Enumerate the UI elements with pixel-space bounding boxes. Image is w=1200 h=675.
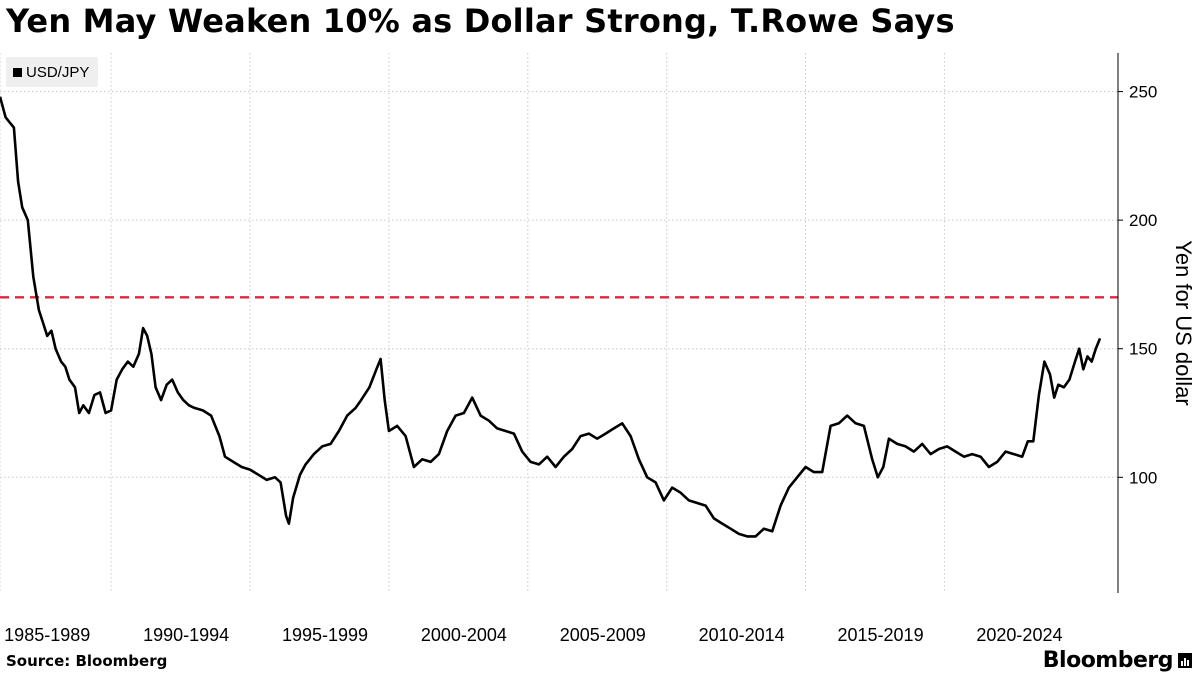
x-tick-label: 1995-1999	[282, 625, 368, 645]
legend-label: USD/JPY	[26, 63, 90, 81]
y-tick-label: 150	[1129, 340, 1157, 359]
x-tick-label: 2010-2014	[699, 625, 785, 645]
series-line-usd-jpy	[0, 96, 1102, 538]
y-tick-label: 250	[1129, 83, 1157, 102]
y-tick-label: 200	[1129, 211, 1157, 230]
brand-logo: Bloomberg	[1043, 648, 1192, 673]
x-tick-label: 2005-2009	[560, 625, 646, 645]
x-tick-label: 1990-1994	[143, 625, 229, 645]
bloomberg-chart-icon	[1178, 653, 1192, 668]
x-tick-label: 2015-2019	[838, 625, 924, 645]
x-tick-label: 1985-1989	[4, 625, 90, 645]
chart-title: Yen May Weaken 10% as Dollar Strong, T.R…	[6, 2, 955, 40]
brand-wordmark: Bloomberg	[1042, 648, 1174, 673]
x-tick-label: 2000-2004	[421, 625, 507, 645]
x-tick-label: 2020-2024	[976, 625, 1062, 645]
source-note: Source: Bloomberg	[6, 652, 168, 670]
legend-swatch	[13, 67, 22, 77]
y-tick-label: 100	[1129, 468, 1157, 487]
y-axis-title: Yen for US dollar	[1171, 240, 1196, 406]
legend: USD/JPY	[6, 57, 99, 87]
